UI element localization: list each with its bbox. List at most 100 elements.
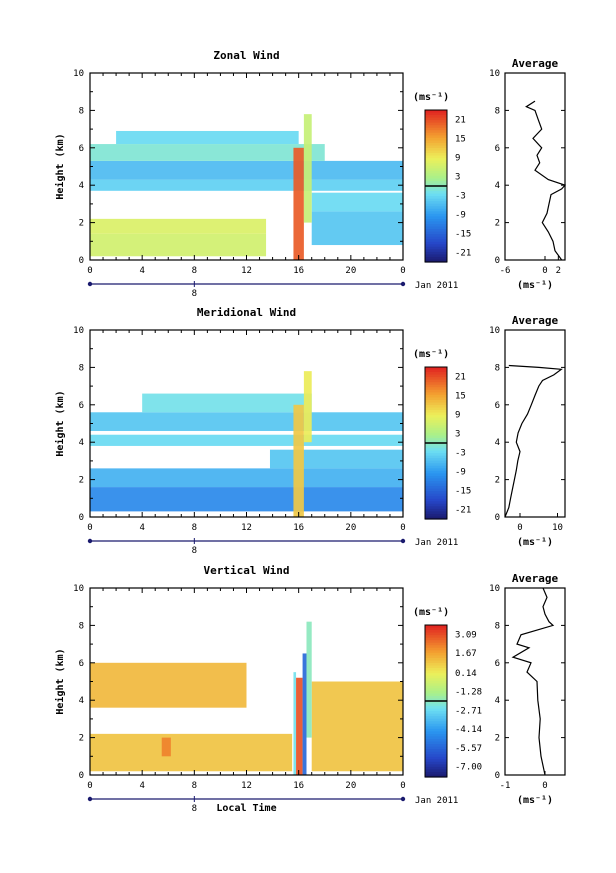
profile-y-tick-label: 2 <box>495 734 500 744</box>
colorbar-segment <box>425 367 447 371</box>
colorbar-segment <box>425 148 447 152</box>
colorbar-segment <box>425 206 447 210</box>
date-label: Jan 2011 <box>415 281 458 291</box>
heatmap-cell <box>293 672 297 775</box>
colorbar-segment <box>425 218 447 223</box>
profile-y-tick-label: 0 <box>495 256 500 266</box>
colorbar-segment <box>425 158 447 162</box>
colorbar-segment <box>425 372 447 376</box>
colorbar-segment <box>425 425 447 429</box>
colorbar-segment <box>425 718 447 722</box>
colorbar-segment <box>425 422 447 426</box>
profile-y-tick-label: 0 <box>495 513 500 523</box>
colorbar-segment <box>425 468 447 472</box>
colorbar-segment <box>425 670 447 674</box>
colorbar-segment <box>425 239 447 243</box>
y-axis-label: Height (km) <box>54 648 66 714</box>
profile-frame <box>504 72 566 261</box>
profile-x-tick-label: -1 <box>500 781 511 791</box>
y-tick-label: 0 <box>79 771 84 781</box>
colorbar-segment <box>425 453 447 457</box>
heatmap-cells <box>90 371 403 517</box>
heatmap-cell <box>269 449 403 469</box>
x-tick-label: 20 <box>345 781 356 791</box>
colorbar-segment <box>425 377 447 381</box>
y-tick-label: 4 <box>79 696 84 706</box>
x-tick-label: 4 <box>139 266 144 276</box>
y-tick-label: 2 <box>79 476 84 486</box>
colorbar-segment <box>425 221 447 225</box>
colorbar-tick-label: -5.57 <box>455 744 482 754</box>
colorbar-segment <box>425 186 447 190</box>
colorbar-segment <box>425 708 447 712</box>
colorbar-segment <box>425 470 447 474</box>
y-axis-label: Height (km) <box>54 133 66 199</box>
colorbar-segment <box>425 417 447 421</box>
heatmap-cell <box>90 487 403 512</box>
colorbar-segment <box>425 397 447 401</box>
colorbar-segment <box>425 754 447 758</box>
average-profile: Average 0 2 4 6 8 10 0 10 (ms⁻¹) <box>489 314 566 548</box>
colorbar-segment <box>425 410 447 414</box>
colorbar-segment <box>425 203 447 207</box>
colorbar-segment <box>425 229 447 233</box>
profile-y-tick-label: 10 <box>489 584 500 594</box>
colorbar-segment <box>425 711 447 715</box>
day-label: 8 <box>192 804 197 814</box>
profile-y-tick-label: 4 <box>495 438 500 448</box>
x-tick-label: 8 <box>192 523 197 533</box>
heatmap-cell <box>90 412 403 431</box>
colorbar-segment <box>425 117 447 121</box>
colorbar-segment <box>425 150 447 154</box>
colorbar-segment <box>425 665 447 669</box>
x-tick-label: 8 <box>192 781 197 791</box>
colorbar-segment <box>425 771 447 776</box>
colorbar-segment <box>425 196 447 200</box>
colorbar-segment <box>425 506 447 510</box>
profile-y-tick-label: 6 <box>495 144 500 154</box>
colorbar-segment <box>425 394 447 398</box>
colorbar-tick-label: -21 <box>455 249 471 259</box>
colorbar-segment <box>425 211 447 215</box>
profile-x-tick-label: 2 <box>556 266 561 276</box>
colorbar-segment <box>425 501 447 505</box>
colorbar-segment <box>425 130 447 134</box>
x-tick-label: 4 <box>139 523 144 533</box>
colorbar-segment <box>425 637 447 641</box>
colorbar-tick-label: -21 <box>455 506 471 516</box>
y-tick-label: 2 <box>79 219 84 229</box>
colorbar-segment <box>425 640 447 644</box>
colorbar-segment <box>425 135 447 139</box>
colorbar-segment <box>425 744 447 748</box>
x-tick-label: 0 <box>87 781 92 791</box>
colorbar-segment <box>425 516 447 520</box>
y-tick-label: 8 <box>79 106 84 116</box>
colorbar-segment <box>425 384 447 388</box>
colorbar-segment <box>425 110 447 114</box>
colorbar-segment <box>425 511 447 515</box>
colorbar-segment <box>425 201 447 205</box>
colorbar-segment <box>425 153 447 157</box>
day-label: 8 <box>192 289 197 299</box>
colorbar-segment <box>425 387 447 391</box>
colorbar-segment <box>425 122 447 126</box>
colorbar-segment <box>425 498 447 502</box>
heatmap-cell <box>116 130 299 145</box>
colorbar-segment <box>425 668 447 672</box>
colorbar-segment <box>425 127 447 131</box>
colorbar-segment <box>425 769 447 773</box>
colorbar-segment <box>425 407 447 411</box>
colorbar-segment <box>425 140 447 144</box>
colorbar-tick-label: -15 <box>455 487 471 497</box>
day-bar-start <box>87 281 93 287</box>
colorbar-segment <box>425 402 447 406</box>
x-tick-label: 20 <box>345 266 356 276</box>
colorbar-segment <box>425 706 447 710</box>
colorbar-segment <box>425 675 447 679</box>
colorbar-segment <box>425 625 447 629</box>
heatmap-cell <box>311 192 403 212</box>
colorbar-segment <box>425 244 447 248</box>
colorbar-segment <box>425 216 447 220</box>
